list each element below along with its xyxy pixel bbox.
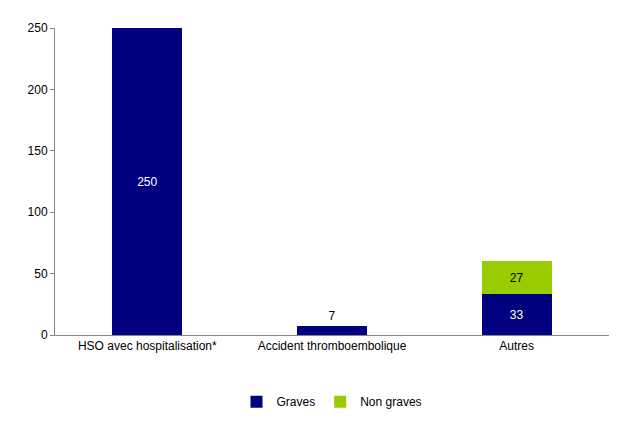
svg-text:250: 250 (137, 175, 157, 189)
svg-text:250: 250 (28, 21, 48, 35)
svg-text:200: 200 (28, 83, 48, 97)
svg-text:7: 7 (329, 309, 336, 323)
svg-text:Graves: Graves (277, 395, 316, 409)
svg-text:Non graves: Non graves (360, 395, 421, 409)
svg-text:Accident thromboembolique: Accident thromboembolique (258, 339, 407, 353)
svg-text:100: 100 (28, 205, 48, 219)
svg-text:Autres: Autres (499, 339, 534, 353)
svg-text:33: 33 (510, 308, 524, 322)
svg-text:27: 27 (510, 271, 524, 285)
svg-text:HSO avec hospitalisation*: HSO avec hospitalisation* (78, 339, 217, 353)
svg-text:50: 50 (34, 267, 48, 281)
svg-text:0: 0 (41, 328, 48, 342)
svg-text:150: 150 (28, 144, 48, 158)
